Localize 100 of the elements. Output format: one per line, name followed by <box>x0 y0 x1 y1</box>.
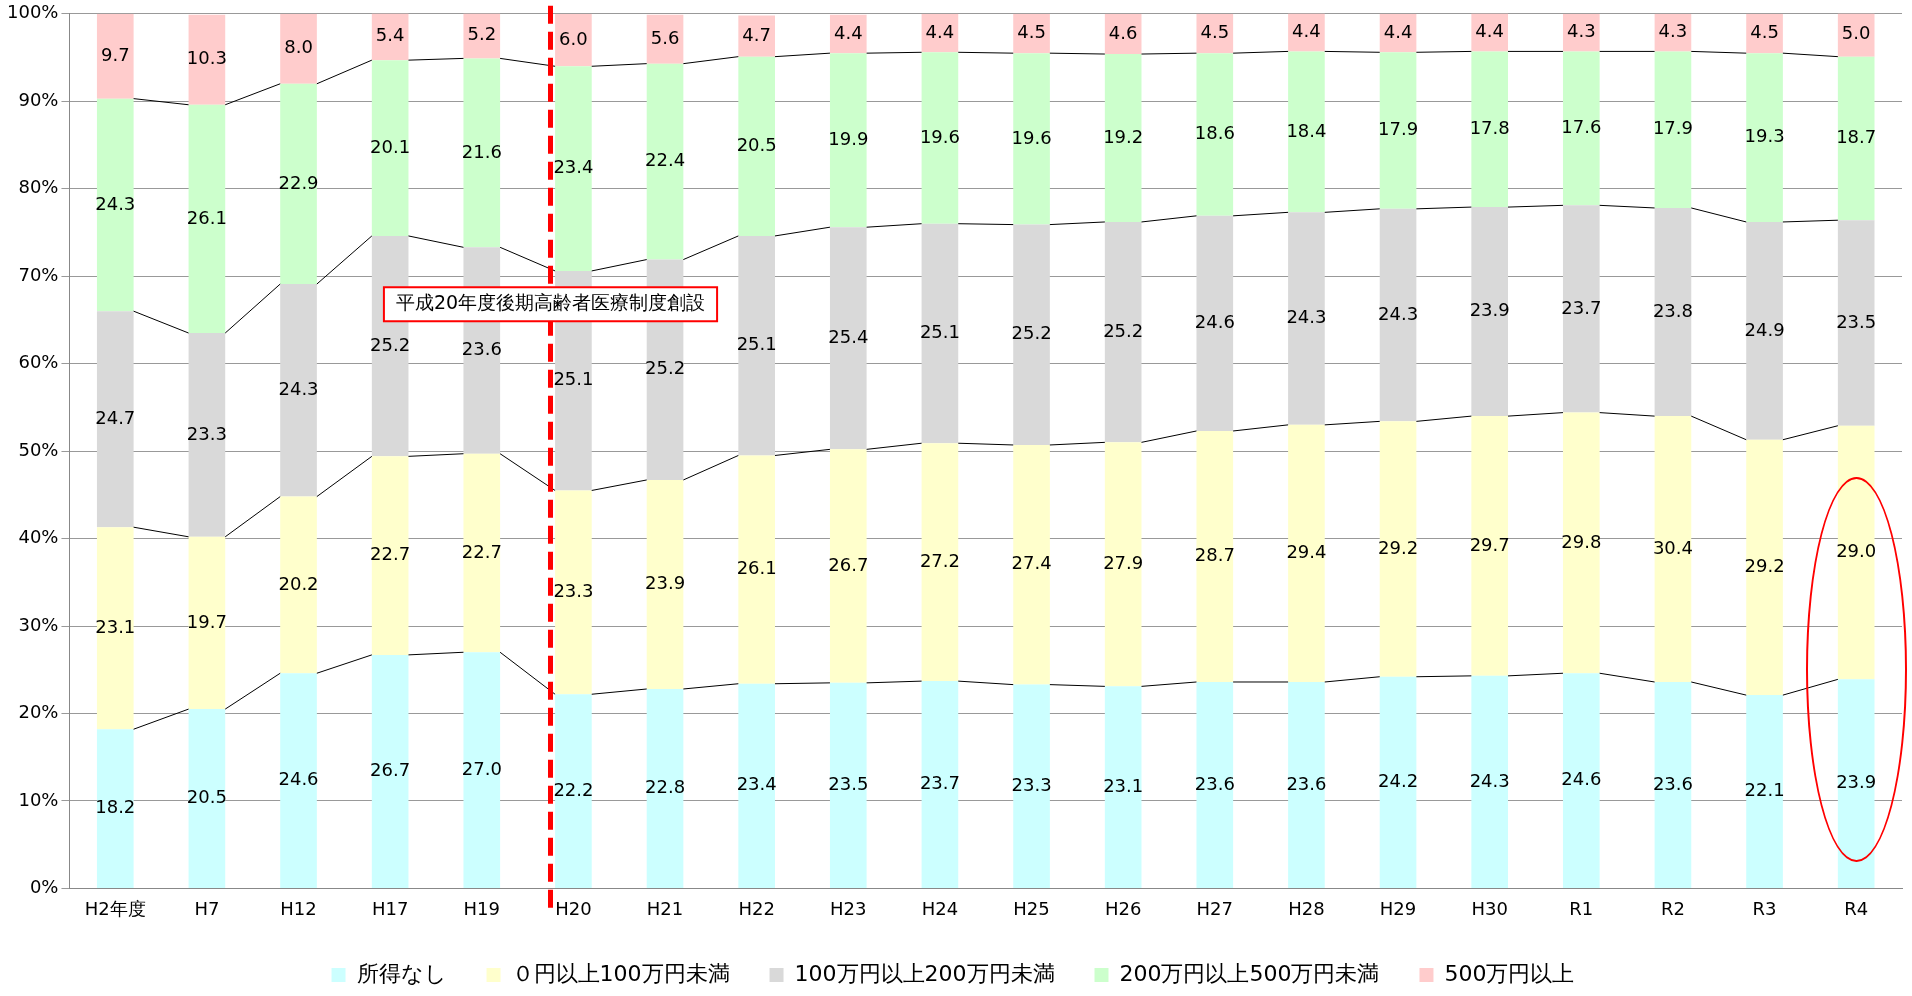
data-label: 17.9 <box>1378 118 1419 140</box>
bar <box>188 14 226 105</box>
data-label: 23.3 <box>553 580 594 602</box>
legend-label: 500万円以上 <box>1444 960 1575 986</box>
bar <box>1471 675 1508 888</box>
y-tick-label: 90% <box>18 88 59 110</box>
data-label: 4.6 <box>1108 21 1138 43</box>
data-label: 25.2 <box>645 357 686 379</box>
data-label: 24.6 <box>1561 768 1602 790</box>
bar <box>1379 52 1417 209</box>
y-tick-label: 60% <box>18 351 59 373</box>
bar <box>738 56 775 236</box>
bar <box>188 709 226 888</box>
bar <box>1471 416 1508 676</box>
bar <box>1104 442 1142 687</box>
bar <box>1562 673 1600 888</box>
ref-line-label: 平成20年度後期高齢者医療制度創設 <box>395 291 706 314</box>
x-tick-label: H12 <box>280 897 317 919</box>
data-label: 23.1 <box>95 615 136 637</box>
bar <box>1104 54 1142 222</box>
data-label: 19.7 <box>186 610 227 632</box>
data-label: 5.6 <box>650 26 680 48</box>
data-label: 25.4 <box>828 325 869 347</box>
x-tick-label: H2年度 <box>84 897 146 919</box>
data-label: 23.9 <box>1469 299 1510 321</box>
bar <box>1562 51 1600 206</box>
bar <box>1013 444 1050 685</box>
data-label: 29.0 <box>1836 540 1877 562</box>
bar <box>1013 684 1050 888</box>
bar <box>646 688 684 888</box>
x-tick-label: H26 <box>1104 897 1142 919</box>
data-label: 25.2 <box>370 333 411 355</box>
data-label: 29.7 <box>1469 533 1510 555</box>
bar <box>921 223 959 444</box>
data-label: 26.1 <box>736 557 777 579</box>
x-tick-label: H20 <box>555 897 592 919</box>
x-tick-label: H23 <box>830 897 867 919</box>
bar <box>1013 53 1050 225</box>
bar <box>1471 207 1508 417</box>
data-label: 17.9 <box>1652 117 1693 139</box>
data-label: 4.4 <box>1292 19 1321 41</box>
data-label: 27.0 <box>461 757 502 779</box>
legend-label: 所得なし <box>356 960 447 986</box>
bar <box>1837 425 1875 680</box>
bar <box>1746 439 1783 696</box>
data-label: 23.6 <box>461 338 502 360</box>
data-label: 24.3 <box>1469 769 1510 791</box>
bar <box>1288 51 1325 213</box>
y-tick-label: 50% <box>18 438 59 460</box>
data-label: 20.5 <box>186 786 227 808</box>
bar <box>738 235 775 456</box>
legend-label: ０円以上100万円未満 <box>511 960 730 986</box>
bar <box>1746 53 1783 222</box>
data-label: 23.4 <box>553 156 594 178</box>
bar <box>96 13 134 99</box>
y-tick-label: 10% <box>18 788 59 810</box>
bar <box>1379 421 1417 677</box>
bar <box>463 13 501 59</box>
bar <box>1746 221 1783 440</box>
data-label: 20.2 <box>278 572 319 594</box>
data-label: 4.3 <box>1658 20 1688 42</box>
data-label: 26.7 <box>370 759 411 781</box>
x-tick-label: H7 <box>194 897 220 919</box>
data-label: 29.8 <box>1561 530 1602 552</box>
data-label: 27.4 <box>1011 552 1052 574</box>
bar <box>371 456 409 655</box>
data-label: 21.6 <box>461 140 502 162</box>
data-label: 22.4 <box>645 149 686 171</box>
bar <box>921 443 959 682</box>
data-label: 23.7 <box>919 772 960 794</box>
bar <box>1562 412 1600 674</box>
bar <box>921 52 959 224</box>
x-tick-label: R4 <box>1844 897 1869 919</box>
data-label: 4.5 <box>1017 21 1046 43</box>
bar <box>738 683 775 888</box>
x-tick-label: H17 <box>371 897 409 919</box>
data-label: 29.2 <box>1744 555 1785 577</box>
data-label: 22.1 <box>1744 779 1785 801</box>
data-label: 27.2 <box>919 549 960 571</box>
bar <box>738 15 775 57</box>
data-label: 23.5 <box>828 773 869 795</box>
bar <box>1104 686 1142 888</box>
data-label: 25.1 <box>919 321 960 343</box>
bar <box>829 682 867 888</box>
bar <box>829 53 867 228</box>
data-label: 23.3 <box>186 422 227 444</box>
data-label: 18.4 <box>1286 119 1327 141</box>
y-tick-label: 30% <box>18 613 59 635</box>
data-label: 4.5 <box>1750 21 1779 43</box>
data-label: 25.2 <box>1103 319 1144 341</box>
data-label: 23.6 <box>1286 772 1327 794</box>
bar <box>829 449 867 683</box>
data-label: 4.4 <box>1383 20 1413 42</box>
bar <box>1013 224 1050 445</box>
data-label: 23.6 <box>1652 772 1693 794</box>
x-tick-label: H19 <box>463 897 501 919</box>
bar <box>188 333 226 537</box>
bar <box>646 63 684 260</box>
data-label: 17.8 <box>1469 116 1510 138</box>
bar <box>1746 695 1783 888</box>
